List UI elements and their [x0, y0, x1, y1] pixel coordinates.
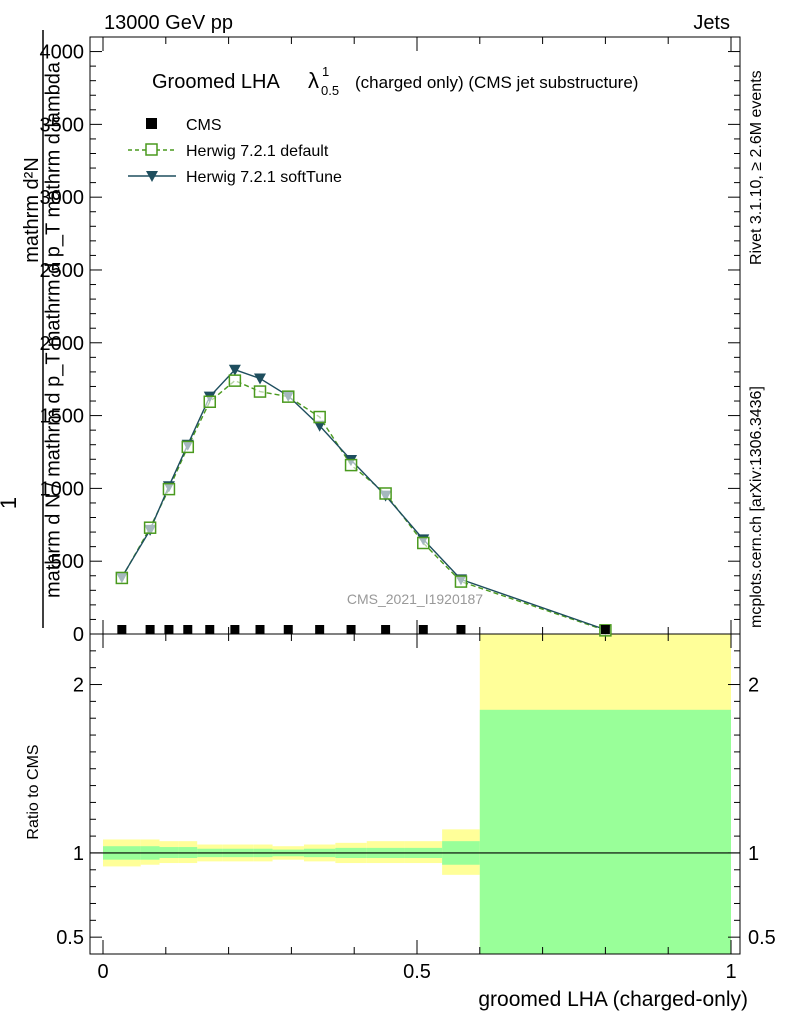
title-prefix: Groomed LHA: [152, 71, 280, 93]
title-symbol: λ: [308, 68, 319, 93]
y-tick-label-2: 1000: [40, 478, 85, 500]
legend-marker-default: [145, 143, 158, 156]
legend-label-default: Herwig 7.2.1 default: [186, 143, 329, 160]
default-point-8: [313, 410, 326, 424]
default-point-4: [203, 395, 217, 409]
softtune-point-6: [254, 373, 266, 385]
cms-point-7: [283, 625, 293, 634]
ratio-tick-label-left-0: 0.5: [56, 927, 84, 949]
default-point-7: [282, 390, 295, 403]
default-point-2: [162, 482, 176, 496]
default-point-3: [181, 440, 195, 454]
y-label-denominator: mathrm d N / mathrm d p_T mathrm d p_T m…: [43, 61, 65, 598]
softtune-point-8: [313, 420, 326, 432]
ratio-frame: [89, 633, 741, 955]
y-tick-label-7: 3500: [40, 114, 85, 136]
x-tick-label-1: 0.5: [403, 961, 431, 983]
ratio-y-label: Ratio to CMS: [25, 744, 42, 839]
y-tick-label-4: 2000: [40, 333, 85, 355]
title-suffix: (charged only) (CMS jet substructure): [355, 73, 638, 92]
cms-point-1: [145, 625, 155, 634]
cms-point-10: [381, 625, 391, 634]
ratio-bands: [103, 634, 731, 954]
main-ticks: 0 500 1000 1500 2000 2500 3000 3500 4000: [40, 42, 740, 646]
title-superscript: 1: [322, 64, 329, 79]
softtune-point-5: [228, 364, 241, 376]
default-point-11: [417, 536, 430, 550]
default-point-9: [344, 458, 358, 472]
y-tick-label-8: 4000: [40, 42, 85, 64]
y-axis-label: 1 mathrm d²N mathrm d N / mathrm d p_T m…: [0, 30, 65, 628]
chart-title: Groomed LHA λ 1 0.5 (charged only) (CMS …: [152, 64, 638, 98]
ratio-tick-label-right-1: 1: [748, 843, 759, 865]
ratio-tick-label-right-0: 0.5: [748, 927, 776, 949]
cms-point-0: [117, 625, 127, 634]
ratio-band-green-13: [479, 709, 731, 954]
y-tick-label-1: 500: [51, 551, 84, 573]
cms-point-13: [600, 625, 610, 634]
ratio-ticks: 0.5 0.5 1 1 2 2: [56, 650, 776, 949]
cms-point-6: [255, 625, 265, 634]
watermark: CMS_2021_I1920187: [347, 591, 483, 607]
default-point-1: [143, 521, 157, 534]
legend-marker-cms: [146, 118, 157, 129]
cms-point-11: [418, 625, 428, 634]
y-tick-label-6: 3000: [40, 187, 85, 209]
mcplots-label: mcplots.cern.ch [arXiv:1306.3436]: [748, 386, 765, 628]
x-tick-label-2: 1: [725, 961, 736, 983]
default-point-0: [115, 571, 129, 585]
legend: CMS Herwig 7.2.1 default Herwig 7.2.1 so…: [128, 117, 342, 186]
y-tick-label-3: 1500: [40, 406, 85, 428]
default-point-6: [253, 385, 267, 398]
cms-point-4: [205, 625, 215, 634]
series-line-softtune: [121, 368, 606, 631]
title-subscript: 0.5: [321, 83, 339, 98]
x-ticks: 0 0.5 1: [97, 37, 737, 983]
cms-point-3: [183, 625, 193, 634]
cms-point-12: [456, 625, 466, 634]
legend-marker-softtune: [146, 171, 158, 182]
cms-point-2: [164, 625, 174, 634]
rivet-label: Rivet 3.1.10, ≥ 2.6M events: [748, 70, 765, 265]
ratio-tick-label-right-2: 2: [748, 675, 759, 697]
y-tick-label-0: 0: [73, 624, 84, 646]
header-left: 13000 GeV pp: [104, 12, 233, 34]
ratio-tick-label-left-1: 1: [73, 843, 84, 865]
default-point-5: [228, 374, 242, 387]
cms-point-5: [230, 625, 240, 634]
header-right: Jets: [693, 12, 730, 34]
y-label-prefix: 1: [0, 497, 21, 509]
default-point-12: [454, 575, 468, 588]
x-tick-label-0: 0: [97, 961, 108, 983]
series-layer: [115, 364, 612, 637]
cms-point-8: [315, 625, 325, 634]
cms-point-9: [346, 625, 356, 634]
y-label-numerator: mathrm d²N: [21, 157, 43, 263]
default-point-10: [379, 487, 392, 500]
legend-label-softtune: Herwig 7.2.1 softTune: [186, 169, 342, 186]
y-tick-label-5: 2500: [40, 260, 85, 282]
x-axis-label: groomed LHA (charged-only): [478, 988, 748, 1011]
ratio-tick-label-left-2: 2: [73, 675, 84, 697]
legend-label-cms: CMS: [186, 117, 222, 134]
